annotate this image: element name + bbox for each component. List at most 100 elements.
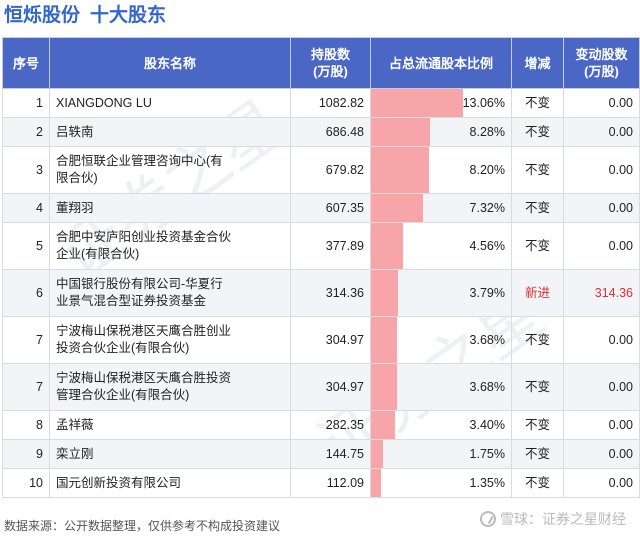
delta-cell: 0.00 — [563, 316, 640, 364]
col-header-name[interactable]: 股东名称 — [49, 37, 291, 89]
ratio-cell: 3.68% — [370, 363, 512, 411]
table-row[interactable]: 7 宁波梅山保税港区天鹰合胜创业 投资合伙企业(有限合伙) 304.97 3.68% 不变… — [2, 316, 640, 364]
shares-cell: 1082.82 — [290, 88, 371, 118]
delta-cell: 0.00 — [563, 410, 640, 440]
ratio-cell: 3.79% — [370, 269, 512, 317]
section-title: 十大股东 — [90, 5, 167, 26]
rank-cell: 2 — [2, 117, 50, 147]
table-row[interactable]: 2 吕轶南 686.48 8.28% 不变 0.00 — [2, 117, 640, 147]
change-cell: 不变 — [511, 410, 564, 440]
ratio-cell: 13.06% — [370, 88, 512, 118]
rank-cell: 1 — [2, 88, 50, 118]
shareholder-name-cell: 孟祥薇 — [49, 410, 291, 440]
ratio-cell: 3.40% — [370, 410, 512, 440]
ratio-bar — [371, 440, 384, 468]
delta-cell: 0.00 — [563, 468, 640, 498]
rank-cell: 7 — [2, 363, 50, 411]
rank-cell: 5 — [2, 222, 50, 270]
ratio-bar — [371, 194, 423, 222]
ratio-cell: 4.56% — [370, 222, 512, 270]
ratio-bar — [371, 469, 381, 497]
col-header-rank[interactable]: 序号 — [2, 37, 50, 89]
ratio-cell: 7.32% — [370, 193, 512, 223]
change-cell: 不变 — [511, 363, 564, 411]
table-header-row: 序号 股东名称 持股数 (万股) 占总流通股本比例 增减 变动股数 (万股) — [2, 37, 640, 89]
rank-cell: 9 — [2, 439, 50, 469]
data-source-note: 数据来源：公开数据整理，仅供参考不构成投资建议 — [4, 519, 281, 533]
shareholder-name-cell: 宁波梅山保税港区天鹰合胜投资 管理合伙企业(有限合伙) — [49, 363, 291, 411]
shares-cell: 314.36 — [290, 269, 371, 317]
ratio-bar — [371, 118, 430, 146]
delta-cell: 0.00 — [563, 88, 640, 118]
delta-cell: 314.36 — [563, 269, 640, 317]
col-header-shares[interactable]: 持股数 (万股) — [290, 37, 371, 89]
shares-cell: 112.09 — [290, 468, 371, 498]
ratio-cell: 8.28% — [370, 117, 512, 147]
table-row[interactable]: 9 栾立刚 144.75 1.75% 不变 0.00 — [2, 439, 640, 469]
ratio-cell: 1.35% — [370, 468, 512, 498]
ratio-bar — [371, 89, 464, 117]
delta-cell: 0.00 — [563, 439, 640, 469]
table-row[interactable]: 1 XIANGDONG LU 1082.82 13.06% 不变 0.00 — [2, 88, 640, 118]
change-cell: 不变 — [511, 316, 564, 364]
ratio-bar — [371, 317, 398, 363]
table-row[interactable]: 10 国元创新投资有限公司 112.09 1.35% 不变 0.00 — [2, 468, 640, 498]
col-header-ratio[interactable]: 占总流通股本比例 — [370, 37, 512, 89]
rank-cell: 7 — [2, 316, 50, 364]
table-row[interactable]: 5 合肥中安庐阳创业投资基金合伙 企业(有限合伙) 377.89 4.56% 不变 0.00 — [2, 222, 640, 270]
delta-cell: 0.00 — [563, 146, 640, 194]
snowball-icon — [480, 511, 496, 527]
col-header-delta[interactable]: 变动股数 (万股) — [563, 37, 640, 89]
shareholder-name-cell: XIANGDONG LU — [49, 88, 291, 118]
shareholder-name-cell: 中国银行股份有限公司-华夏行 业景气混合型证券投资基金 — [49, 269, 291, 317]
rank-cell: 6 — [2, 269, 50, 317]
table-row[interactable]: 3 合肥恒联企业管理咨询中心(有 限合伙) 679.82 8.20% 不变 0.00 — [2, 146, 640, 194]
shares-cell: 679.82 — [290, 146, 371, 194]
table-row[interactable]: 6 中国银行股份有限公司-华夏行 业景气混合型证券投资基金 314.36 3.79% 新进… — [2, 269, 640, 317]
change-cell: 新进 — [511, 269, 564, 317]
col-header-change[interactable]: 增减 — [511, 37, 564, 89]
change-cell: 不变 — [511, 117, 564, 147]
ratio-bar — [371, 147, 429, 193]
delta-cell: 0.00 — [563, 363, 640, 411]
ratio-bar — [371, 270, 398, 316]
ratio-bar — [371, 364, 398, 410]
rank-cell: 8 — [2, 410, 50, 440]
change-cell: 不变 — [511, 193, 564, 223]
change-cell: 不变 — [511, 439, 564, 469]
delta-cell: 0.00 — [563, 117, 640, 147]
change-cell: 不变 — [511, 146, 564, 194]
ratio-bar — [371, 223, 404, 269]
shareholder-name-cell: 国元创新投资有限公司 — [49, 468, 291, 498]
shareholder-name-cell: 吕轶南 — [49, 117, 291, 147]
ratio-bar — [371, 411, 396, 439]
shareholder-name-cell: 合肥恒联企业管理咨询中心(有 限合伙) — [49, 146, 291, 194]
table-row[interactable]: 4 董翔羽 607.35 7.32% 不变 0.00 — [2, 193, 640, 223]
change-cell: 不变 — [511, 88, 564, 118]
rank-cell: 3 — [2, 146, 50, 194]
shareholder-name-cell: 栾立刚 — [49, 439, 291, 469]
ratio-cell: 1.75% — [370, 439, 512, 469]
page-title: 恒烁股份 十大股东 — [4, 3, 166, 29]
shares-cell: 144.75 — [290, 439, 371, 469]
delta-cell: 0.00 — [563, 193, 640, 223]
rank-cell: 10 — [2, 468, 50, 498]
table-row[interactable]: 7 宁波梅山保税港区天鹰合胜投资 管理合伙企业(有限合伙) 304.97 3.68% 不变… — [2, 363, 640, 411]
shares-cell: 377.89 — [290, 222, 371, 270]
brand-watermark: 雪球：证券之星财经 — [480, 509, 626, 529]
shares-cell: 607.35 — [290, 193, 371, 223]
rank-cell: 4 — [2, 193, 50, 223]
change-cell: 不变 — [511, 468, 564, 498]
shareholder-name-cell: 董翔羽 — [49, 193, 291, 223]
shares-cell: 686.48 — [290, 117, 371, 147]
ratio-cell: 3.68% — [370, 316, 512, 364]
shares-cell: 304.97 — [290, 363, 371, 411]
shareholders-table: 序号 股东名称 持股数 (万股) 占总流通股本比例 增减 变动股数 (万股) 1 XI… — [2, 37, 640, 498]
shareholder-name-cell: 合肥中安庐阳创业投资基金合伙 企业(有限合伙) — [49, 222, 291, 270]
shareholder-name-cell: 宁波梅山保税港区天鹰合胜创业 投资合伙企业(有限合伙) — [49, 316, 291, 364]
company-name: 恒烁股份 — [4, 5, 81, 26]
shares-cell: 282.35 — [290, 410, 371, 440]
table-row[interactable]: 8 孟祥薇 282.35 3.40% 不变 0.00 — [2, 410, 640, 440]
change-cell: 不变 — [511, 222, 564, 270]
shares-cell: 304.97 — [290, 316, 371, 364]
